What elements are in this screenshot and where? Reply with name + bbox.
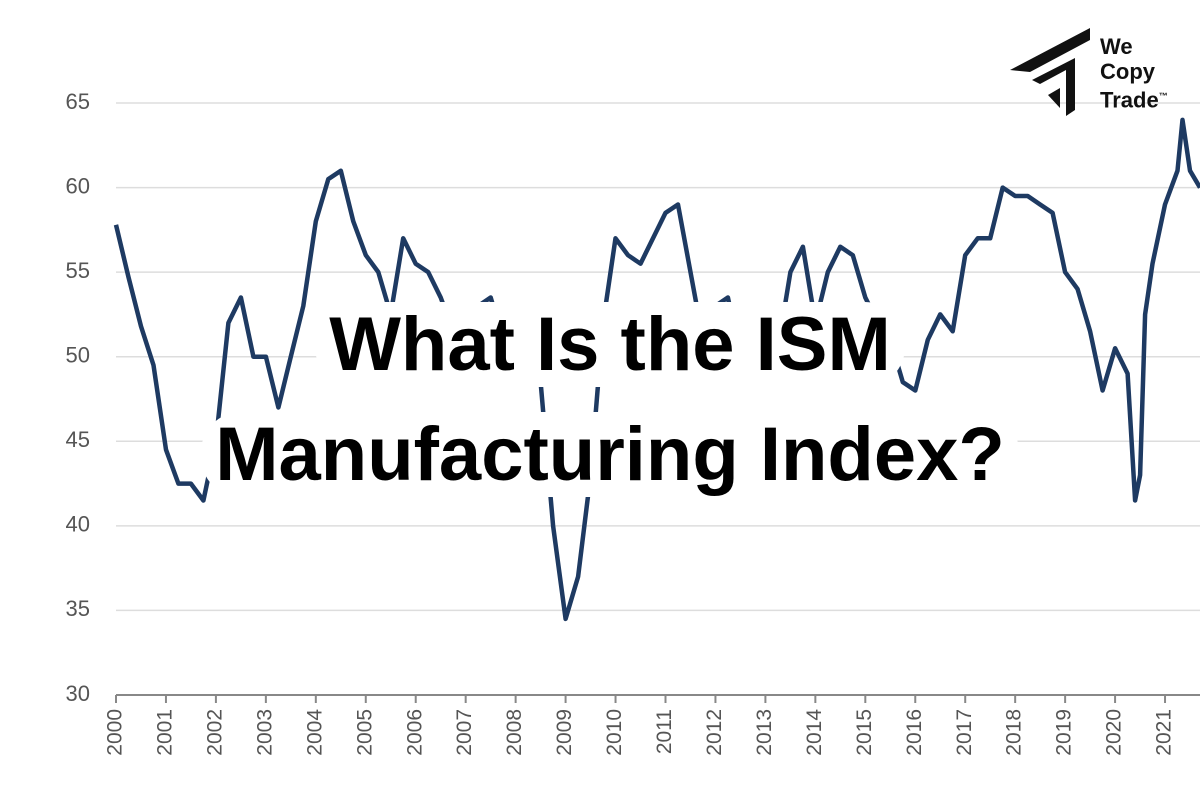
logo-line: We [1100, 34, 1133, 59]
x-tick-label: 2009 [553, 709, 576, 756]
y-tick-label: 55 [66, 258, 90, 283]
x-tick-label: 2017 [953, 709, 976, 756]
trademark: ™ [1158, 91, 1168, 101]
y-tick-label: 65 [66, 89, 90, 114]
x-tick-label: 2004 [303, 709, 326, 756]
line [113, 117, 1200, 622]
x-tick-label: 2014 [803, 709, 826, 756]
title: What Is the ISM Manufacturing Index? [150, 290, 1070, 510]
x-tick-label: 2019 [1053, 709, 1076, 756]
logo-line: Trade™ [1100, 84, 1168, 112]
y-tick-label: 45 [66, 427, 90, 452]
y-tick-label: 40 [66, 512, 90, 537]
logo-icon [1010, 28, 1090, 116]
x-tick-label: 2015 [853, 709, 876, 756]
x-tick-label: 2000 [104, 709, 127, 756]
x-tick-label: 2012 [703, 709, 726, 756]
logo: We Copy Trade™ [1100, 34, 1168, 112]
x-tick-label: 2006 [403, 709, 426, 756]
x-tick-label: 2018 [1003, 709, 1026, 756]
x-tick-label: 2013 [753, 709, 776, 756]
x-tick-label: 2005 [353, 709, 376, 756]
grid: 30 35 40 45 50 55 60 65 2000 2001 2002 2003 2004 2005… [66, 89, 1200, 756]
x-tick-label: 2002 [203, 709, 226, 756]
y-tick-label: 60 [66, 173, 90, 198]
logo-line-text: Trade [1100, 87, 1159, 113]
title-text: What Is the ISM Manufacturing Index? [201, 302, 1019, 497]
plot [113, 117, 1200, 622]
x-tick-label: 2003 [253, 709, 276, 756]
y-tick-label: 35 [66, 596, 90, 621]
y-tick-label: 50 [66, 343, 90, 368]
x-tick-label: 2020 [1103, 709, 1126, 756]
x-tick-label: 2010 [603, 709, 626, 756]
x-tick-label: 2007 [453, 709, 476, 756]
x-tick-label: 2008 [503, 709, 526, 756]
x-tick-label: 2001 [154, 709, 177, 756]
x-tick-label: 2011 [653, 709, 676, 754]
logo-line: Copy [1100, 59, 1155, 84]
y-tick-label: 30 [66, 681, 90, 706]
x-tick-label: 2021 [1153, 709, 1176, 756]
x-tick-label: 2016 [903, 709, 926, 756]
